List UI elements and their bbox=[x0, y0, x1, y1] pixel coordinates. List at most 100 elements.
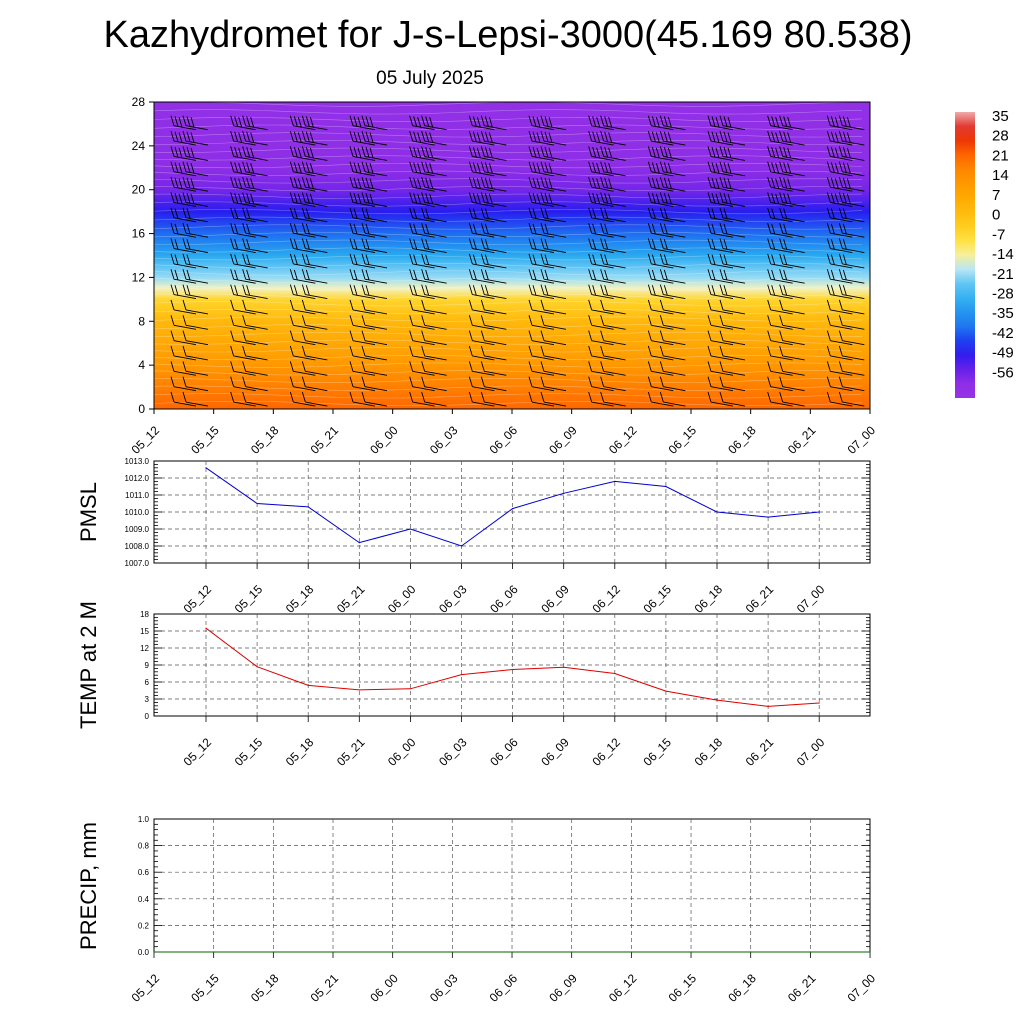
wind-barb bbox=[826, 207, 853, 223]
y-tick-label: 1010.0 bbox=[125, 508, 150, 517]
wind-barb bbox=[349, 177, 376, 192]
x-tick-label: 07_00 bbox=[794, 582, 828, 616]
wind-barb bbox=[301, 115, 328, 131]
contour-line bbox=[153, 186, 863, 192]
wind-barb bbox=[230, 284, 256, 300]
wind-barb bbox=[588, 361, 614, 376]
colorbar-label: -49 bbox=[992, 345, 1014, 362]
wind-barb bbox=[779, 161, 805, 177]
wind-barb bbox=[588, 376, 614, 392]
data-point bbox=[511, 668, 514, 671]
wind-barb bbox=[707, 130, 734, 146]
y-tick-label: 15 bbox=[140, 627, 149, 636]
wind-barb bbox=[409, 345, 435, 361]
y-tick-label: 0.4 bbox=[138, 895, 150, 904]
x-tick-label: 06_21 bbox=[785, 423, 819, 457]
wind-barb bbox=[528, 238, 555, 253]
y-tick-label: 3 bbox=[145, 695, 150, 704]
y-axis-label: TEMP at 2 M bbox=[76, 601, 101, 729]
wind-barb bbox=[528, 315, 555, 330]
wind-barb bbox=[779, 130, 805, 146]
y-tick-label: 1.0 bbox=[138, 815, 150, 824]
wind-barb bbox=[719, 330, 746, 346]
wind-barb bbox=[170, 299, 197, 315]
wind-barb bbox=[647, 238, 674, 253]
wind-barb bbox=[767, 223, 793, 238]
wind-barb bbox=[289, 284, 316, 300]
wind-barb bbox=[409, 223, 435, 238]
wind-barb bbox=[719, 361, 746, 376]
wind-barb bbox=[767, 130, 793, 146]
wind-barb bbox=[301, 146, 328, 161]
wind-barb bbox=[289, 391, 316, 407]
wind-barb bbox=[528, 115, 555, 131]
wind-barb bbox=[289, 146, 316, 161]
wind-barb bbox=[289, 269, 316, 284]
wind-barb bbox=[480, 299, 507, 315]
wind-barb bbox=[659, 146, 686, 161]
wind-barb bbox=[301, 207, 328, 223]
wind-barb bbox=[242, 315, 268, 330]
wind-barb bbox=[779, 115, 805, 131]
y-tick-label: 24 bbox=[132, 139, 146, 153]
wind-barb bbox=[409, 315, 435, 330]
wind-barb bbox=[826, 269, 853, 284]
wind-barb bbox=[242, 269, 268, 284]
wind-barb bbox=[230, 376, 256, 392]
data-point bbox=[409, 528, 411, 530]
wind-barb bbox=[409, 284, 435, 300]
x-tick-label: 05_18 bbox=[248, 423, 282, 457]
wind-barb bbox=[301, 391, 328, 407]
x-tick-label: 05_15 bbox=[232, 735, 266, 769]
wind-barb bbox=[528, 345, 555, 361]
wind-barb bbox=[349, 284, 376, 300]
wind-barb bbox=[242, 284, 268, 300]
wind-barb bbox=[588, 115, 614, 131]
wind-barb bbox=[468, 284, 495, 300]
wind-barb bbox=[659, 269, 686, 284]
wind-barb bbox=[301, 376, 328, 392]
wind-barb bbox=[588, 223, 614, 238]
contour-line bbox=[153, 262, 863, 268]
wind-barb bbox=[230, 315, 256, 330]
wind-barb bbox=[361, 299, 388, 315]
wind-barb bbox=[468, 146, 495, 161]
wind-barb bbox=[289, 115, 316, 131]
wind-barb bbox=[242, 253, 268, 269]
wind-barb bbox=[421, 269, 447, 284]
wind-barb bbox=[707, 161, 734, 177]
data-point bbox=[869, 951, 871, 953]
wind-barb bbox=[719, 115, 746, 131]
wind-barb bbox=[242, 299, 268, 315]
wind-barb bbox=[170, 115, 197, 131]
contour-line bbox=[154, 378, 863, 383]
x-tick-label: 06_06 bbox=[487, 971, 521, 1005]
wind-barb bbox=[301, 253, 328, 269]
wind-barb bbox=[588, 146, 614, 161]
wind-barb bbox=[540, 238, 567, 253]
wind-barb bbox=[409, 238, 435, 253]
wind-barb bbox=[540, 192, 567, 207]
x-tick-label: 06_21 bbox=[743, 582, 777, 616]
wind-barb bbox=[719, 130, 746, 146]
wind-barb bbox=[540, 161, 567, 177]
wind-barb bbox=[421, 146, 447, 161]
wind-barb bbox=[588, 284, 614, 300]
wind-barb bbox=[838, 299, 865, 315]
wind-barb bbox=[301, 315, 328, 330]
wind-barb bbox=[301, 345, 328, 361]
colorbar-label: 28 bbox=[992, 128, 1009, 145]
wind-barb bbox=[170, 253, 197, 269]
wind-barb bbox=[289, 161, 316, 177]
wind-barb bbox=[707, 361, 734, 376]
contour-line bbox=[153, 209, 863, 215]
wind-barb bbox=[170, 376, 197, 392]
wind-barb bbox=[230, 192, 256, 207]
wind-barb bbox=[468, 269, 495, 284]
wind-barb bbox=[361, 146, 388, 161]
wind-barb bbox=[540, 146, 567, 161]
wind-barb bbox=[779, 315, 805, 330]
y-tick-label: 0.6 bbox=[138, 868, 150, 877]
y-tick-label: 1011.0 bbox=[125, 491, 149, 500]
wind-barb bbox=[361, 223, 388, 238]
